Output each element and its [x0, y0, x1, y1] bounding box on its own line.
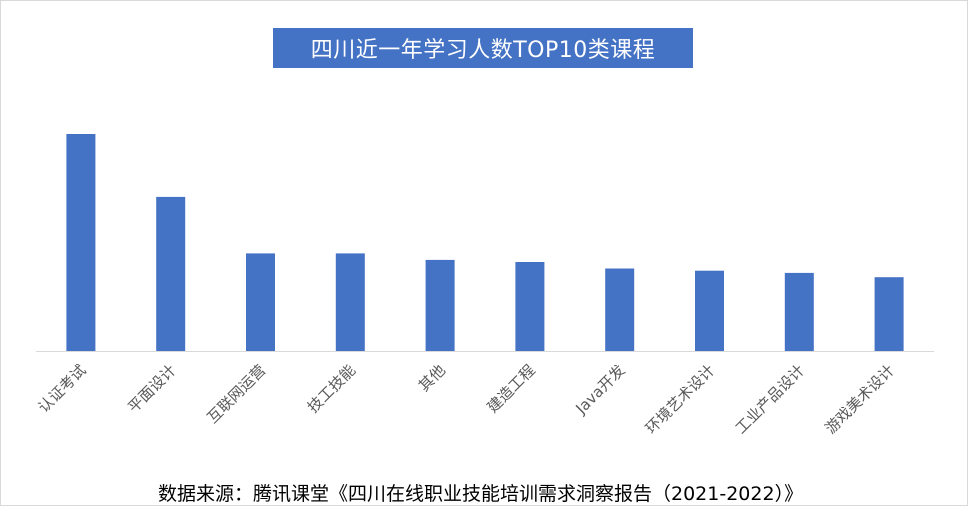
x-tick-label-9: 游戏美术设计 [822, 361, 898, 437]
x-tick-label-7: 环境艺术设计 [642, 361, 718, 437]
bar-1 [156, 196, 186, 351]
x-tick-label-5: 建造工程 [484, 361, 539, 416]
x-tick-label-1: 平面设计 [124, 361, 179, 416]
chart-title: 四川近一年学习人数TOP10类课程 [310, 38, 656, 63]
bar-2 [246, 253, 275, 351]
x-tick-label-8: 工业产品设计 [732, 361, 808, 437]
x-tick-label-6: Java开发 [571, 361, 628, 418]
bar-4 [425, 259, 455, 351]
bar-7 [695, 270, 724, 351]
x-tick-label-2: 互联网运营 [204, 361, 270, 427]
x-tick-label-4: 其他 [415, 361, 449, 395]
x-tick-label-0: 认证考试 [35, 361, 90, 416]
bar-6 [605, 268, 635, 351]
bar-3 [335, 253, 365, 351]
bar-0 [66, 134, 96, 351]
source-note: 数据来源：腾讯课堂《四川在线职业技能培训需求洞察报告（2021-2022）》 [158, 483, 804, 505]
x-tick-label-3: 技工技能 [304, 361, 359, 416]
chart-title-box: 四川近一年学习人数TOP10类课程 [273, 28, 693, 68]
bar-9 [874, 277, 904, 351]
bar-5 [515, 262, 545, 351]
bar-chart: 认证考试 平面设计 互联网运营 技工技能 其他 建造工程 Java开发 环境艺术设计 工业产品设… [35, 134, 934, 437]
bar-8 [784, 272, 814, 351]
